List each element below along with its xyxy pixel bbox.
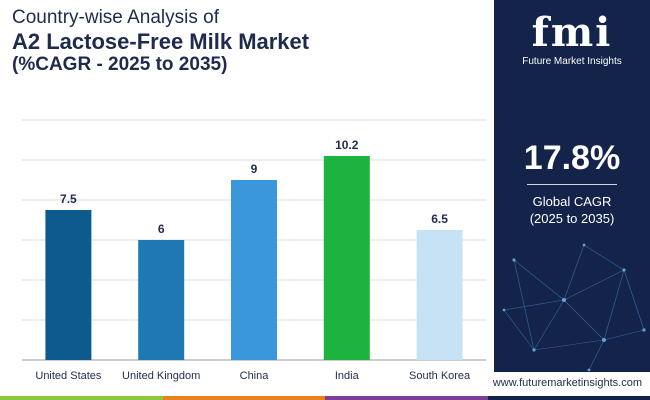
bar-india <box>323 156 370 360</box>
bar-chart: 7.5 United States 6 United Kingdom 9 China 10.… <box>22 119 486 382</box>
x-tick-label: United States <box>35 370 102 382</box>
data-label: 7.5 <box>60 192 77 206</box>
title-line-1: Country-wise Analysis of <box>12 7 219 28</box>
cagr-divider <box>527 184 617 185</box>
bar-south-korea <box>416 230 463 360</box>
network-decoration <box>502 243 646 372</box>
side-panel: fmi Future Market Insights 17.8% Global … <box>494 0 650 372</box>
logo-text: fmi <box>531 9 613 56</box>
logo-subtitle: Future Market Insights <box>522 56 622 67</box>
data-label: 9 <box>251 162 258 176</box>
bottom-color-bar <box>0 396 650 400</box>
chart-title: Country-wise Analysis of A2 Lactose-Free… <box>12 6 482 76</box>
bottom-bar-segment-2 <box>162 396 325 400</box>
bar-united-states <box>45 210 92 360</box>
x-tick-label: India <box>335 370 360 382</box>
data-label: 10.2 <box>335 138 359 152</box>
x-tick-label: South Korea <box>409 370 471 382</box>
cagr-value: 17.8% <box>523 139 621 177</box>
data-label: 6.5 <box>431 212 448 226</box>
title-line-3: (%CAGR - 2025 to 2035) <box>12 54 228 75</box>
cagr-label-line1: Global CAGR <box>532 194 612 209</box>
bar-united-kingdom <box>138 240 185 360</box>
bottom-bar-segment-1 <box>0 396 163 400</box>
cagr-label-line2: (2025 to 2035) <box>529 211 615 226</box>
title-line-2: A2 Lactose-Free Milk Market <box>12 29 310 54</box>
data-label: 6 <box>158 222 165 236</box>
website-url[interactable]: www.futuremarketinsights.com <box>492 377 642 389</box>
x-tick-label: United Kingdom <box>122 370 200 382</box>
fmi-logo: fmi Future Market Insights <box>494 9 650 68</box>
bottom-bar-segment-4 <box>487 396 650 400</box>
bottom-bar-segment-3 <box>325 396 488 400</box>
bar-china <box>231 180 277 360</box>
global-cagr: 17.8% Global CAGR (2025 to 2035) <box>494 138 650 227</box>
x-tick-label: China <box>240 370 270 382</box>
